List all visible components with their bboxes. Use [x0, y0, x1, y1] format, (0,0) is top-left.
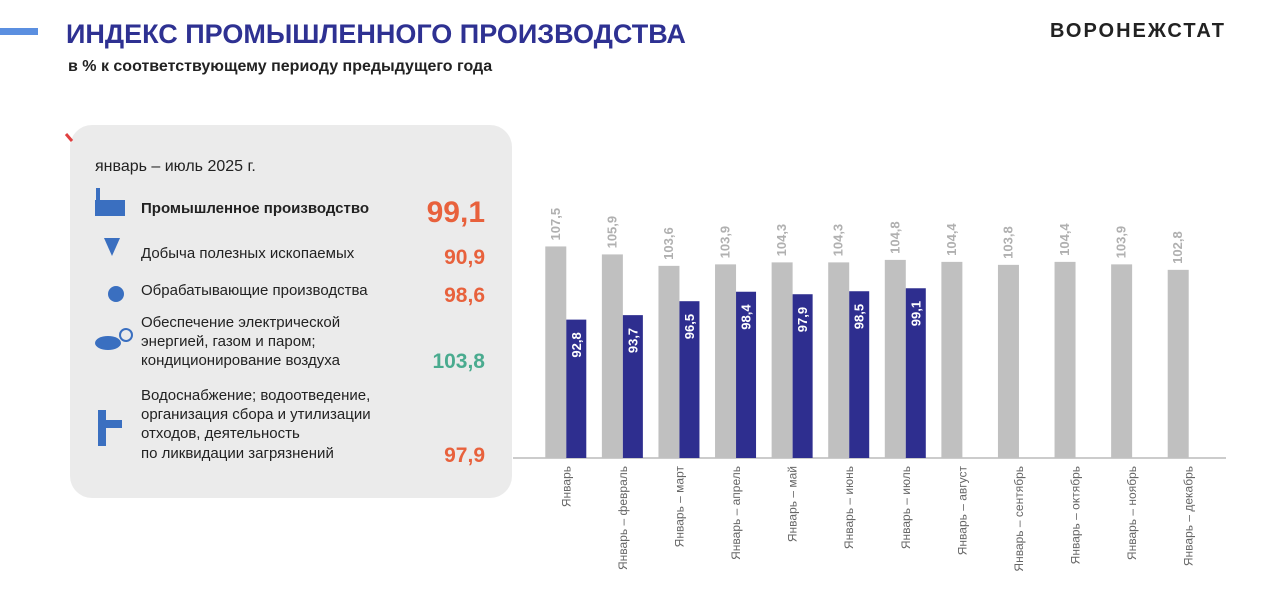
bar — [601, 254, 623, 458]
bar — [884, 259, 906, 458]
value-label: 104,4 — [1057, 223, 1072, 256]
value-label: 103,6 — [661, 227, 676, 260]
item-label: энергией, газом и паром; — [141, 333, 316, 350]
value-label: 104,3 — [774, 224, 789, 257]
value-label: 96,5 — [682, 314, 697, 339]
bar — [941, 261, 963, 458]
value-label: 105,9 — [604, 216, 619, 249]
bar — [771, 262, 793, 458]
value-label: 104,3 — [831, 224, 846, 257]
x-tick-label: Январь – апрель — [729, 466, 743, 560]
subtitle: в % к соответствующему периоду предыдуще… — [68, 58, 492, 75]
item-value: 99,1 — [427, 196, 485, 229]
icon-mining — [104, 238, 120, 256]
icon-factory-pipe — [96, 188, 100, 200]
icon-gear — [108, 286, 124, 302]
value-label: 98,4 — [739, 304, 754, 330]
value-label: 93,7 — [625, 328, 640, 353]
x-tick-label: Январь – июнь — [842, 466, 856, 549]
value-label: 107,5 — [548, 208, 563, 241]
value-label: 92,8 — [569, 332, 584, 357]
brand: ВОРОНЕЖСТАТ — [1050, 20, 1226, 42]
value-label: 99,1 — [908, 301, 923, 326]
bar — [828, 262, 850, 458]
item-label: организация сбора и утилизации — [141, 406, 371, 423]
icon-energy — [95, 336, 121, 350]
item-label: Обрабатывающие производства — [141, 282, 368, 299]
value-label: 103,8 — [1000, 226, 1015, 259]
bar — [566, 319, 587, 458]
item-label: Обеспечение электрической — [141, 314, 340, 331]
item-value: 98,6 — [444, 284, 485, 307]
x-tick-label: Январь – август — [955, 466, 969, 556]
x-tick-label: Январь – декабрь — [1182, 466, 1196, 566]
bar — [1111, 264, 1133, 458]
bar — [736, 291, 757, 458]
x-tick-label: Январь – май — [786, 466, 800, 542]
x-tick-label: Январь – ноябрь — [1125, 466, 1139, 560]
bar — [715, 264, 737, 458]
bar — [1054, 261, 1076, 458]
bar — [545, 246, 567, 458]
icon-bulb — [119, 328, 133, 342]
item-value: 103,8 — [432, 350, 485, 373]
item-label: Промышленное производство — [141, 200, 369, 217]
value-label: 97,9 — [795, 307, 810, 332]
panel-tick — [64, 133, 74, 142]
x-tick-label: Январь – октябрь — [1069, 466, 1083, 564]
bar — [622, 315, 643, 458]
icons — [95, 188, 133, 446]
accent-bar — [0, 28, 38, 35]
bar — [679, 301, 700, 458]
bar — [1167, 269, 1189, 458]
item-label: отходов, деятельность — [141, 425, 300, 442]
item-label: Водоснабжение; водоотведение, — [141, 387, 370, 404]
value-label: 104,4 — [944, 223, 959, 256]
value-label: 103,9 — [1114, 226, 1129, 259]
icon-pipe — [98, 410, 106, 446]
panel-period: январь – июль 2025 г. — [95, 158, 256, 175]
x-tick-label: Январь — [559, 466, 573, 507]
item-label: Добыча полезных ископаемых — [141, 245, 355, 262]
title: ИНДЕКС ПРОМЫШЛЕННОГО ПРОИЗВОДСТВА — [66, 19, 686, 49]
icon-pipe-branch — [106, 420, 122, 428]
bar — [997, 264, 1019, 458]
value-label: 98,5 — [852, 304, 867, 329]
bar — [792, 294, 813, 458]
x-tick-label: Январь – март — [672, 466, 686, 548]
icon-factory — [95, 200, 125, 216]
value-label: 104,8 — [887, 221, 902, 254]
x-tick-label: Январь – июль — [899, 466, 913, 549]
x-tick-label: Январь – сентябрь — [1012, 466, 1026, 572]
item-label: кондиционирование воздуха — [141, 352, 341, 369]
bar — [658, 265, 680, 458]
value-label: 102,8 — [1170, 231, 1185, 264]
x-tick-label: Январь – февраль — [616, 466, 630, 570]
item-value: 97,9 — [444, 444, 485, 467]
bar — [905, 288, 926, 458]
item-label: по ликвидации загрязнений — [141, 445, 334, 462]
item-value: 90,9 — [444, 246, 485, 269]
panel — [70, 125, 512, 498]
bar — [849, 291, 870, 458]
value-label: 103,9 — [718, 226, 733, 259]
